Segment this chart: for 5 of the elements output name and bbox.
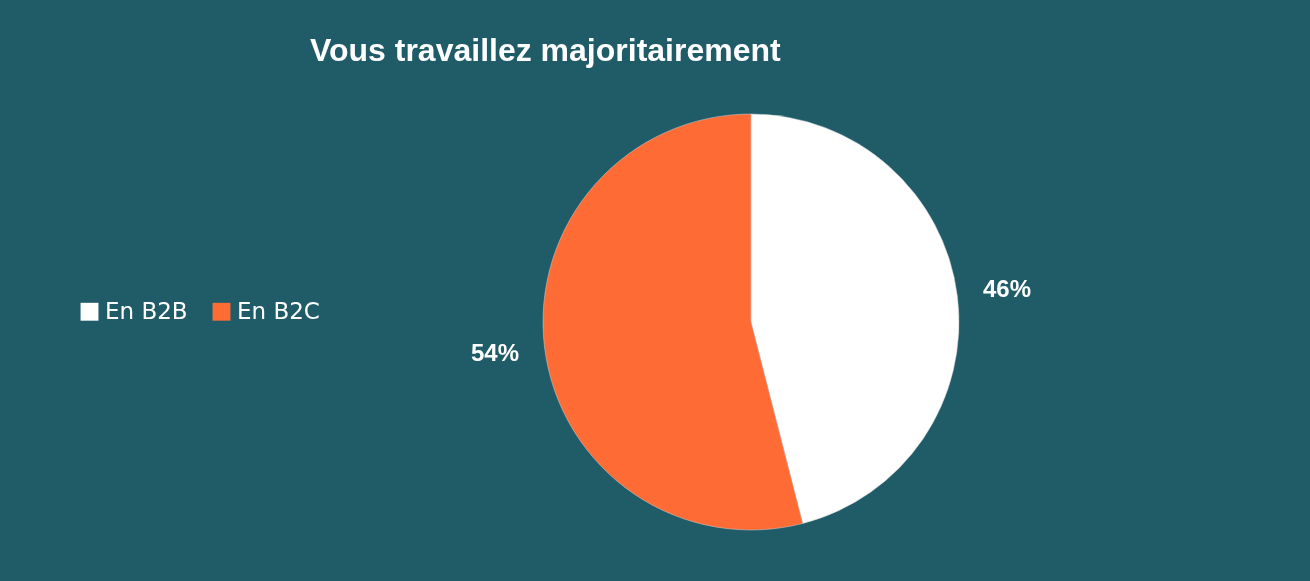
data-label: 46% (982, 274, 1031, 302)
data-label: 54% (471, 339, 520, 367)
chart-title: Vous travaillez majoritairement (310, 32, 782, 68)
legend-label: En B2B (105, 297, 188, 324)
legend-label: En B2C (237, 297, 320, 324)
